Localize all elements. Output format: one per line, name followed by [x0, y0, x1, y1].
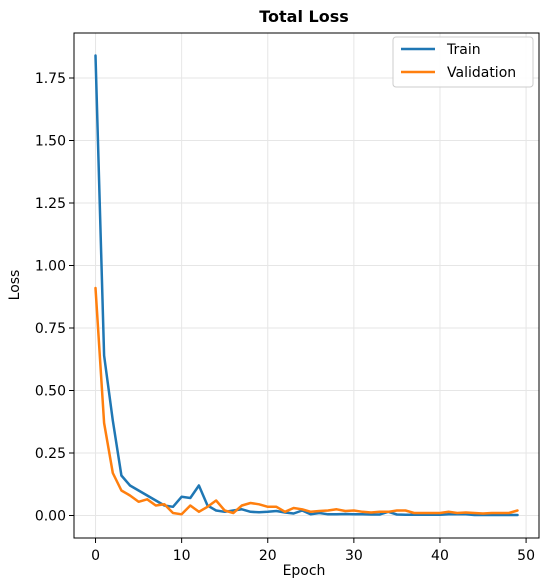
y-axis-ticks: 0.00 0.25 0.50 0.75 1.00 1.25 1.50 1.75 — [35, 71, 74, 525]
y-tick-label: 0.75 — [35, 321, 66, 337]
x-tick-label: 40 — [431, 548, 449, 564]
legend-label-train: Train — [446, 42, 481, 58]
legend: Train Validation — [392, 36, 534, 88]
x-tick-label: 50 — [517, 548, 535, 564]
x-tick-label: 10 — [173, 548, 191, 564]
y-tick-label: 0.25 — [35, 446, 66, 462]
x-tick-label: 0 — [91, 548, 100, 564]
legend-label-validation: Validation — [447, 65, 516, 81]
y-tick-label: 1.75 — [35, 71, 66, 87]
gridlines — [74, 33, 539, 538]
series-line-validation — [94, 286, 519, 516]
series-lines — [94, 54, 519, 517]
y-tick-label: 1.25 — [35, 196, 66, 212]
series-line-train — [94, 54, 519, 517]
y-tick-label: 0.00 — [35, 509, 66, 525]
x-tick-label: 20 — [259, 548, 277, 564]
y-tick-label: 1.00 — [35, 259, 66, 275]
x-axis-label: Epoch — [283, 563, 326, 579]
x-axis-ticks: 0 10 20 30 40 50 — [91, 538, 535, 564]
x-tick-label: 30 — [345, 548, 363, 564]
chart-title: Total Loss — [259, 7, 349, 26]
plot-frame — [73, 32, 540, 539]
y-tick-label: 0.50 — [35, 384, 66, 400]
y-tick-label: 1.50 — [35, 134, 66, 150]
y-axis-label: Loss — [7, 270, 23, 301]
